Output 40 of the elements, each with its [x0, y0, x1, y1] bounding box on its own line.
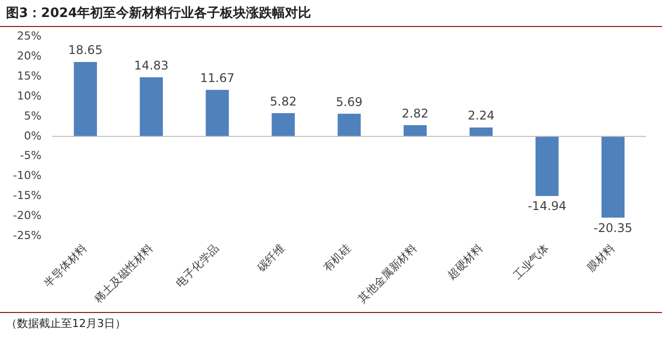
- data-label: 14.83: [134, 58, 169, 72]
- bar: [272, 113, 295, 136]
- y-tick-label: -20%: [12, 209, 42, 222]
- y-tick-label: -10%: [12, 169, 42, 182]
- data-label: 18.65: [68, 43, 103, 58]
- y-tick-label: -5%: [20, 149, 42, 162]
- text: （数据截止至12月3日）: [6, 317, 126, 330]
- x-tick-label: 有机硅: [320, 242, 354, 274]
- data-label: 11.67: [200, 70, 234, 85]
- x-tick-label: 超硬材料: [444, 242, 486, 282]
- x-tick-label: 电子化学品: [173, 242, 222, 290]
- y-tick-label: -25%: [12, 229, 42, 242]
- x-tick-label: 其他金属新材料: [356, 242, 420, 306]
- data-label: -14.94: [528, 199, 566, 214]
- bar: [74, 62, 97, 136]
- x-tick-label: 碳纤维: [254, 242, 288, 276]
- y-tick-label: 20%: [16, 49, 42, 62]
- y-tick-label: 5%: [24, 109, 42, 122]
- bar: [206, 90, 229, 136]
- x-tick-label: 半导体材料: [41, 242, 90, 290]
- y-tick-label: 10%: [16, 89, 42, 102]
- y-tick-label: -15%: [12, 189, 42, 202]
- y-tick-label: 15%: [16, 69, 42, 82]
- data-label: 2.24: [468, 108, 494, 123]
- bar: [536, 136, 559, 196]
- bar: [404, 125, 427, 136]
- y-tick-label: 0%: [24, 129, 42, 142]
- x-tick-label: 稀土及磁性材料: [92, 242, 156, 306]
- chart-title: 图3：2024年初至今新材料行业各子板块涨跌幅对比: [0, 0, 662, 27]
- data-label: 2.82: [402, 106, 429, 120]
- x-tick-label: 膜材料: [584, 242, 618, 274]
- bar: [140, 77, 163, 136]
- data-label: 5.69: [336, 94, 363, 109]
- bar: [601, 136, 625, 218]
- x-tick-label: 工业气体: [510, 242, 552, 282]
- data-label: 5.82: [270, 94, 297, 108]
- bar: [470, 127, 493, 136]
- bar: [338, 114, 361, 136]
- y-tick-label: 25%: [16, 29, 42, 42]
- data-label: -20.35: [594, 220, 632, 235]
